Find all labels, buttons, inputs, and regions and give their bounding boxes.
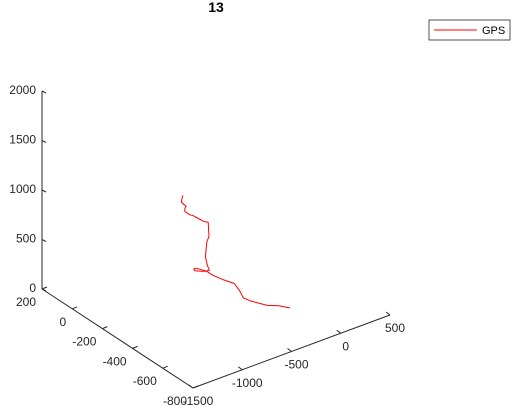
x-tick-mark xyxy=(237,366,243,371)
x-tick-mark xyxy=(287,348,292,352)
z-tick-mark xyxy=(41,140,47,143)
chart-title: 13 xyxy=(208,0,224,15)
z-tick-mark xyxy=(41,288,47,292)
z-tick-mark xyxy=(41,189,47,193)
x-tick-label: -1000 xyxy=(232,376,263,390)
z-tick-label: 2000 xyxy=(9,83,36,97)
y-tick-mark xyxy=(72,306,78,310)
series-layer xyxy=(180,195,290,309)
y-axis-line xyxy=(41,288,194,389)
z-tick-mark xyxy=(41,239,47,242)
z-tick-label: 0 xyxy=(29,281,36,295)
y-tick-mark xyxy=(132,345,138,349)
x-tick-label: -1500 xyxy=(183,394,214,406)
x-tick-mark xyxy=(336,329,342,334)
legend-label-gps: GPS xyxy=(482,25,505,37)
y-tick-mark xyxy=(192,385,199,389)
y-tick-label: -600 xyxy=(133,374,157,388)
series-line-gps xyxy=(180,195,290,309)
x-tick-mark xyxy=(188,384,194,389)
z-tick-label: 1500 xyxy=(9,133,36,147)
z-tick-label: 500 xyxy=(16,232,36,246)
z-tick-label: 1000 xyxy=(9,182,36,196)
y-tick-label: -200 xyxy=(72,335,96,349)
x-tick-label: 500 xyxy=(385,321,405,335)
y-tick-label: 0 xyxy=(60,315,67,329)
legend[interactable]: GPS xyxy=(428,19,511,41)
x-tick-label: 0 xyxy=(342,339,349,353)
axes-background xyxy=(42,20,390,388)
y-tick-mark xyxy=(102,326,108,330)
z-tick-mark xyxy=(41,90,47,94)
tick-labels: -1500-1000-5000500-800-600-400-200020005… xyxy=(9,83,405,406)
x-tick-mark xyxy=(385,311,391,316)
y-tick-mark xyxy=(162,365,168,369)
y-tick-label: 200 xyxy=(16,295,36,309)
y-tick-mark xyxy=(41,286,48,290)
y-tick-label: -800 xyxy=(163,394,187,406)
y-tick-label: -400 xyxy=(103,354,127,368)
x-tick-label: -500 xyxy=(284,358,308,372)
tick-marks xyxy=(41,90,391,389)
